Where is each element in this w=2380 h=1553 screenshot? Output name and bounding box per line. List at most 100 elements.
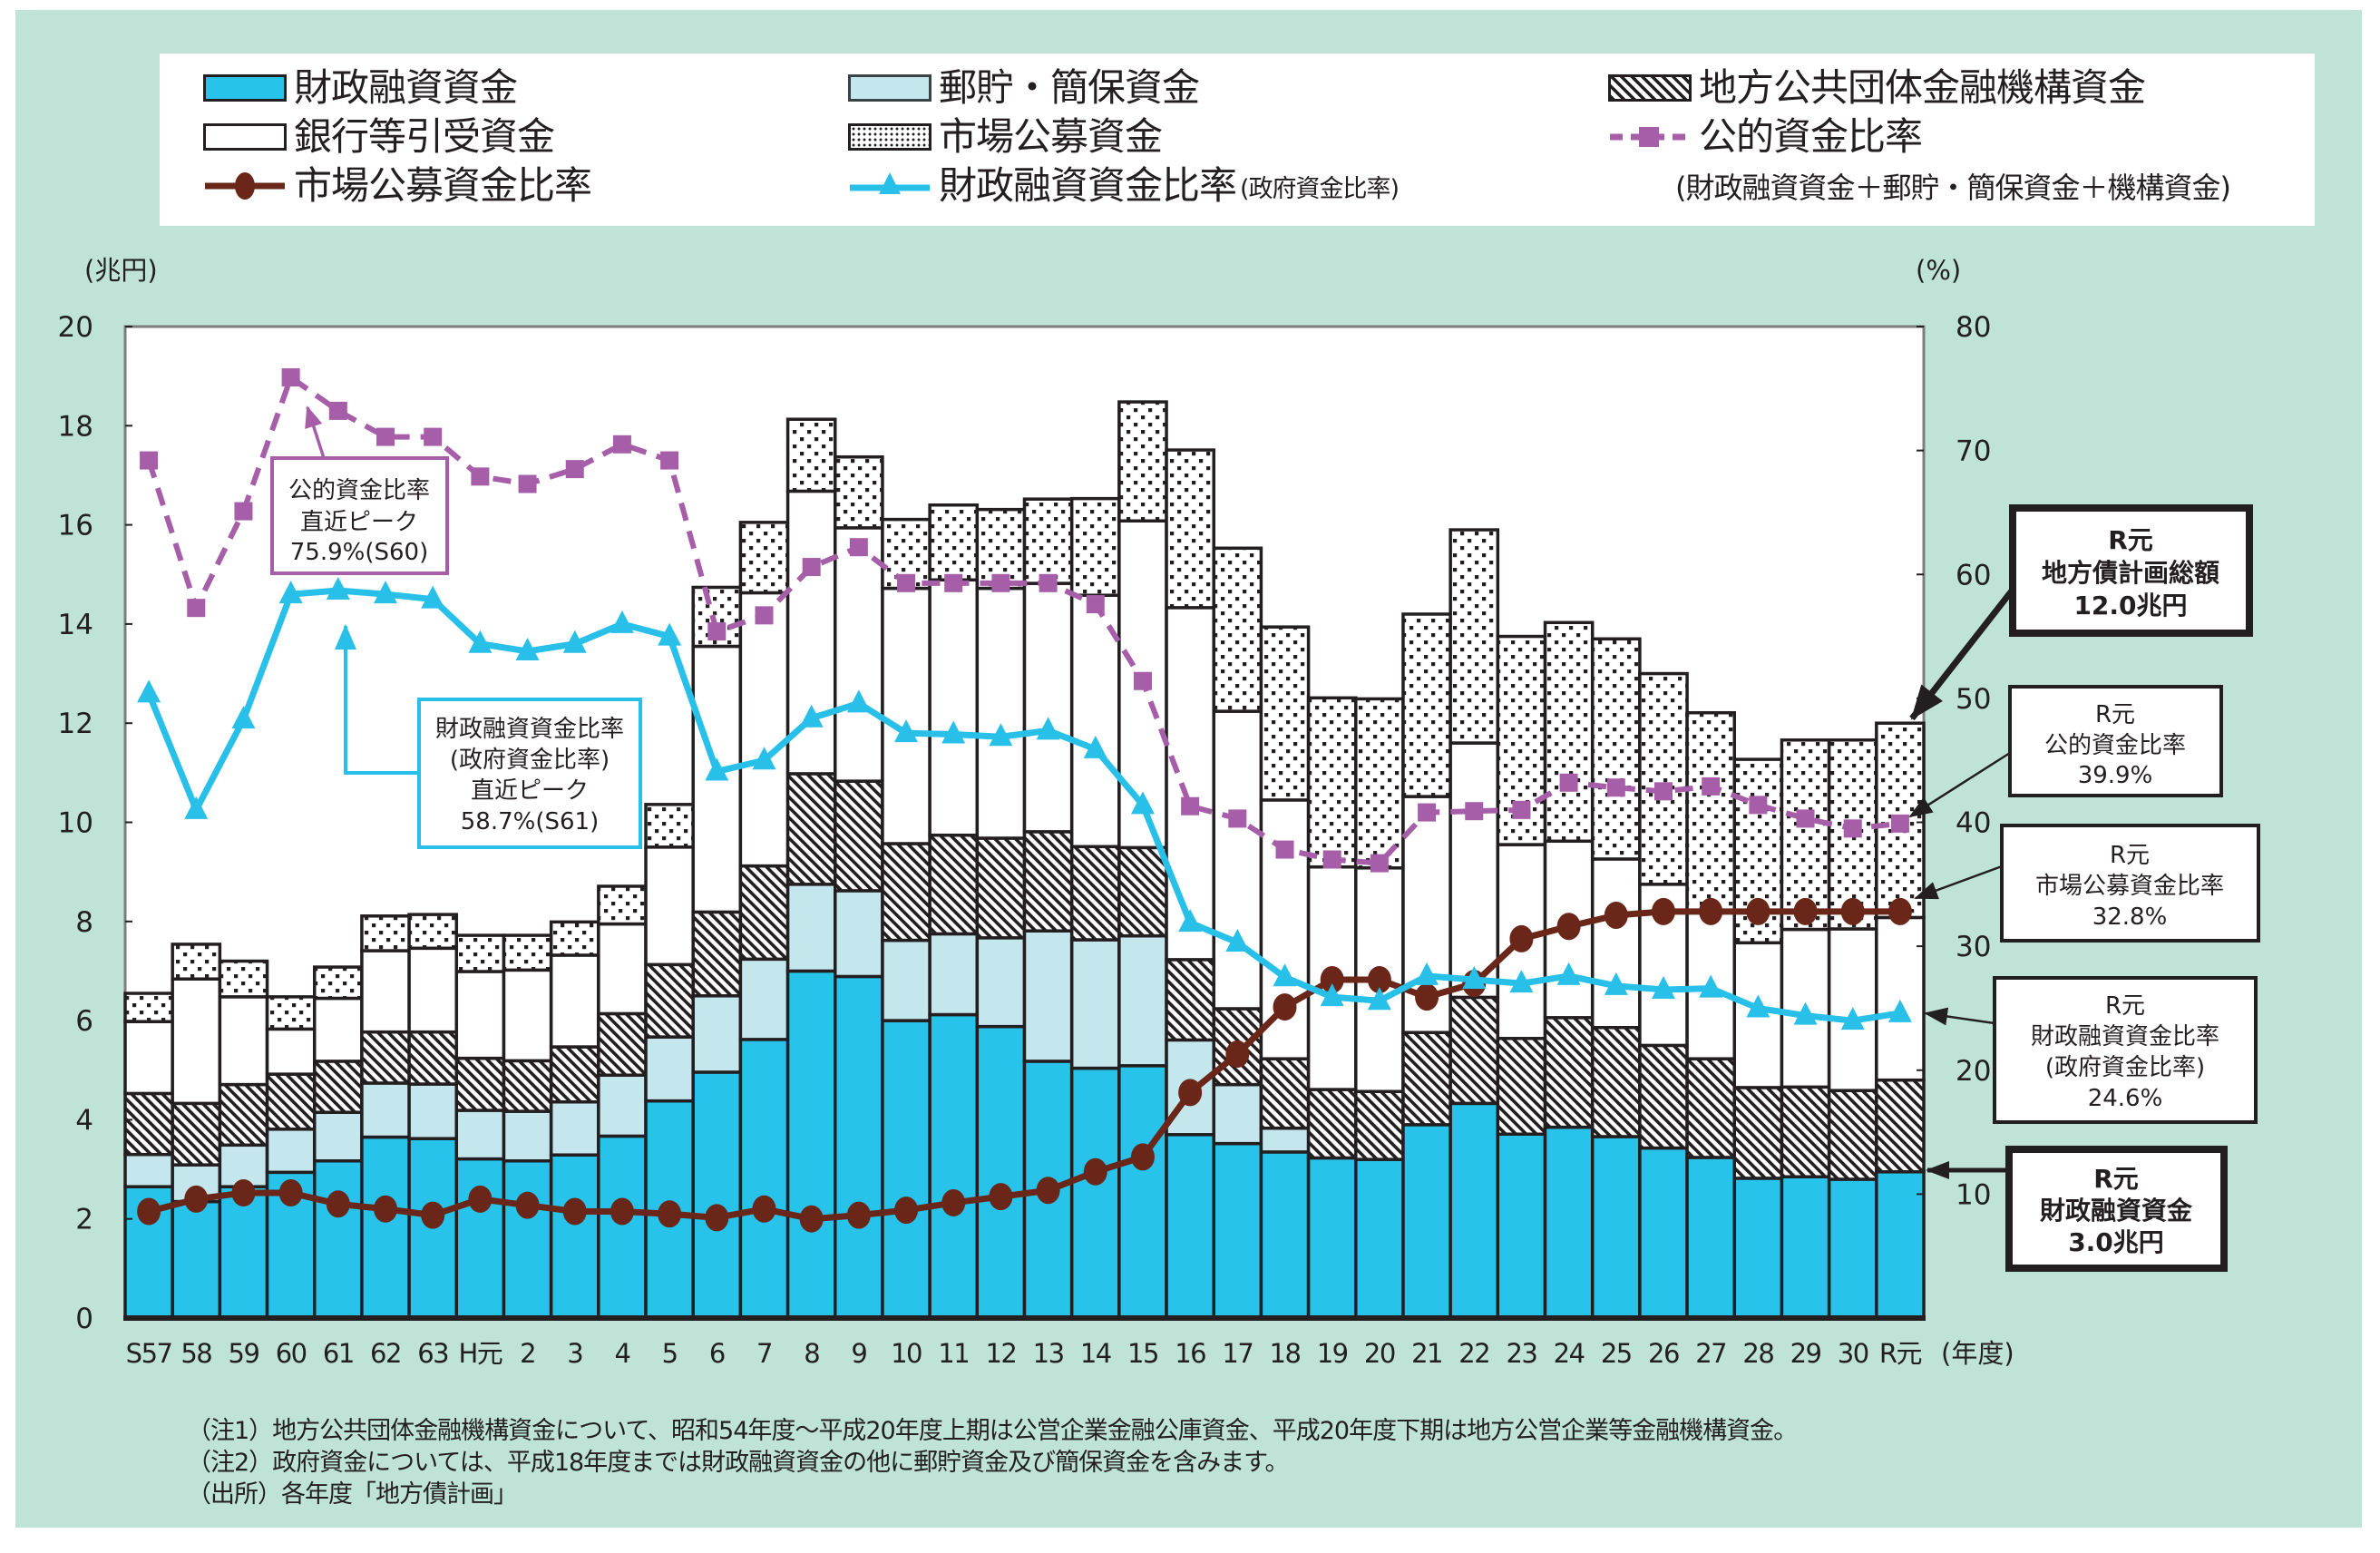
annotation-line: 24.6% [2088,1085,2163,1112]
bar-segment-bank [644,845,695,967]
marker-square-public-ratio [1181,796,1200,816]
x-tick-label: 3 [567,1338,582,1369]
legend-swatch-fiscal-ratio-triangle-icon [850,172,930,194]
annotation-line: R元 [2105,992,2145,1020]
bar-segment-postal-insurance [502,1109,553,1163]
bar-stack-31 [1590,637,1642,1320]
marker-square-public-ratio [1370,854,1389,873]
bar-segment-bank [549,953,600,1049]
bar-segment-jfm [928,833,980,936]
bar-segment-market [738,521,790,595]
bar-segment-bank [928,578,980,837]
marker-triangle-fiscal-ratio [374,581,398,604]
footnote-2: （注2）政府資金については、平成18年度までは財政融資資金の他に郵貯資金及び簡保… [187,1449,1289,1477]
bar-segment-jfm [975,836,1027,940]
bar-segment-jfm [1638,1043,1689,1150]
bar-segment-jfm [218,1082,269,1148]
bar-segment-bank [265,1027,317,1076]
marker-square-public-ratio [802,558,821,577]
marker-square-public-ratio [1890,814,1909,833]
bar-segment-postal-insurance [928,932,980,1017]
bar-segment-fiscal-loan [1780,1175,1831,1320]
legend-swatch-bank [203,123,287,151]
marker-circle-market-ratio [1746,897,1770,925]
annotation-public-ratio-peak: 公的資金比率 直近ピーク 75.9%(S60) [270,405,449,575]
x-tick-label: 63 [417,1338,448,1369]
bar-segment-market [1165,448,1215,610]
x-tick-label: H元 [458,1338,502,1369]
legend-item-market: 市場公募資金 [848,113,1163,161]
x-tick-label: 61 [323,1338,354,1369]
line-public-ratio [146,375,1901,866]
y2-tick-label: 80 [1956,311,1991,344]
marker-circle-market-ratio [846,1201,871,1229]
annotation-fiscal-ratio-peak: 財政融資資金比率 (政府資金比率) 直近ピーク 58.7%(S61) [335,624,642,849]
bar-segment-postal-insurance [1117,933,1168,1068]
x-tick-label: 11 [938,1338,969,1369]
bar-segment-fiscal-loan [834,974,884,1320]
bar-segment-bank [834,526,884,783]
legend-public-ratio-definition: (財政融資資金＋郵貯・簡保資金＋機構資金) [1675,162,2231,210]
x-tick-label: 28 [1742,1338,1773,1369]
marker-triangle-fiscal-ratio [278,581,303,604]
annotation-line: 市場公募資金比率 [2035,873,2224,900]
marker-triangle-fiscal-ratio [1793,1001,1818,1025]
bar-stack-21 [1117,400,1168,1320]
bar-segment-fiscal-loan [738,1038,790,1320]
bar-segment-jfm [1496,1037,1547,1136]
marker-circle-market-ratio [610,1197,634,1226]
bar-segment-market [502,933,553,972]
y-tick-label: 18 [58,410,93,443]
arrow-icon [305,405,326,459]
x-tick-label: 16 [1175,1338,1205,1369]
bar-segment-postal-insurance [312,1110,364,1163]
bar-segment-jfm [738,864,790,962]
marker-circle-market-ratio [278,1179,303,1207]
annotation-r1-fiscal-loan: R元 財政融資資金 3.0兆円 [1926,1146,2228,1272]
bar-segment-jfm [1306,1088,1358,1160]
bar-segment-market [1590,637,1642,861]
x-tick-label: 27 [1695,1338,1726,1369]
marker-square-public-ratio [755,606,774,625]
bar-stack-34 [1732,757,1784,1320]
x-tick-label: 29 [1790,1338,1821,1369]
annotation-line: 58.7%(S61) [461,808,599,835]
marker-square-public-ratio [1275,840,1294,859]
bar-segment-jfm [171,1101,222,1167]
bar-segment-fiscal-loan [1590,1135,1642,1320]
bar-segment-market [1401,612,1452,798]
bar-stack-28 [1448,528,1500,1320]
bar-segment-jfm [1448,995,1500,1106]
bar-segment-jfm [1022,830,1074,933]
bar-segment-jfm [454,1056,506,1112]
bar-segment-market [644,803,695,849]
bar-segment-fiscal-loan [1165,1133,1215,1320]
legend: 財政融資資金 郵貯・簡保資金 地方公共団体金融機構資金 銀行等引受資金 市場公募… [160,54,2315,226]
marker-triangle-fiscal-ratio [231,706,256,729]
marker-circle-market-ratio [421,1201,445,1229]
marker-square-public-ratio [1465,802,1484,821]
legend-sublabel-fiscal-ratio: (政府資金比率) [1240,174,1400,203]
marker-circle-market-ratio [1556,913,1581,941]
bar-segment-fiscal-loan [1827,1177,1878,1320]
bar-segment-bank [1448,741,1500,1000]
marker-square-public-ratio [1559,773,1578,792]
marker-circle-market-ratio [1793,897,1818,925]
marker-triangle-fiscal-ratio [799,704,824,728]
bar-segment-jfm [1780,1085,1831,1178]
y2-tick-label: 70 [1956,435,1991,468]
bar-segment-fiscal-loan [1685,1156,1737,1320]
x-tick-label: 14 [1080,1338,1111,1369]
bar-segment-jfm [407,1030,459,1086]
y-tick-label: 10 [58,807,93,840]
bar-stack-36 [1827,738,1878,1320]
marker-square-public-ratio [1228,809,1247,828]
bar-segment-jfm [1732,1086,1784,1180]
y-tick-label: 8 [75,906,93,939]
y-tick-label: 20 [58,311,93,344]
y2-axis-unit-label: (%) [1916,255,1961,286]
bar-segment-fiscal-loan [1212,1141,1263,1320]
bar-segment-fiscal-loan [454,1157,506,1320]
bar-segment-market [1259,625,1311,802]
bar-stack-33 [1685,710,1737,1320]
